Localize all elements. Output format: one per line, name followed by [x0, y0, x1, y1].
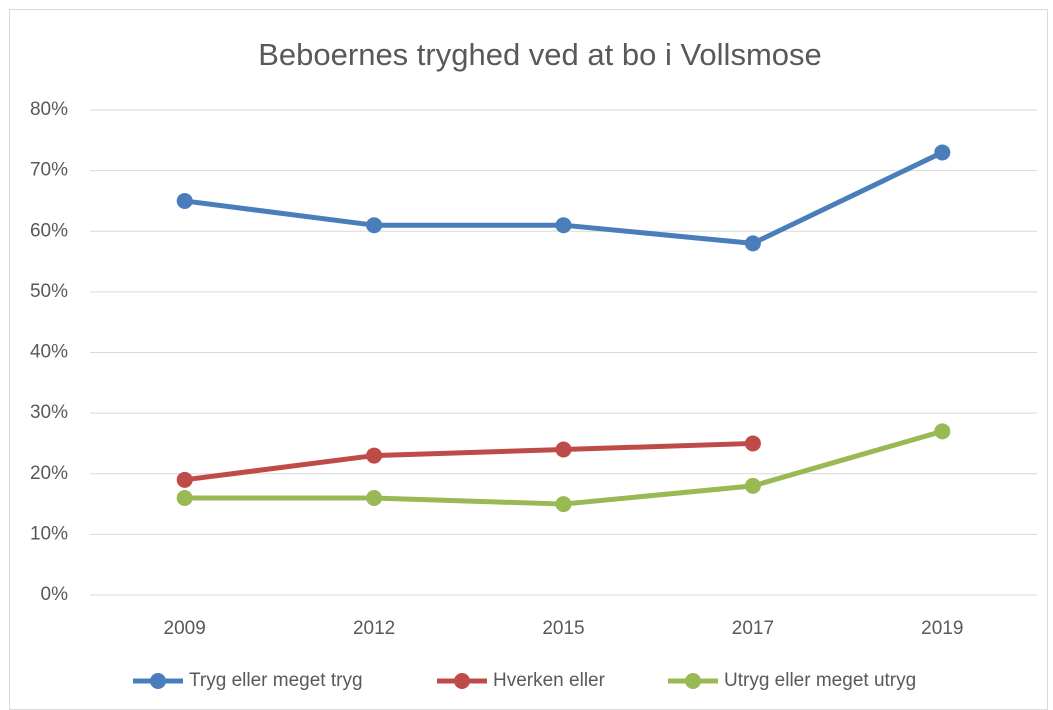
data-point — [744, 477, 761, 494]
y-tick-label: 60% — [30, 220, 68, 241]
data-point — [366, 447, 383, 464]
x-tick-label: 2015 — [542, 618, 584, 639]
chart-title: Beboernes tryghed ved at bo i Vollsmose — [258, 37, 822, 72]
legend-marker — [150, 673, 166, 689]
x-tick-label: 2012 — [353, 618, 395, 639]
y-tick-label: 40% — [30, 342, 68, 363]
chart-border — [9, 9, 1048, 710]
legend-marker — [685, 673, 701, 689]
x-tick-label: 2017 — [732, 618, 774, 639]
y-tick-label: 50% — [30, 281, 68, 302]
series-line — [184, 440, 753, 483]
data-point — [934, 423, 951, 440]
data-point — [555, 441, 572, 458]
legend-label: Utryg eller meget utryg — [724, 670, 916, 691]
data-point — [744, 235, 761, 252]
y-tick-label: 30% — [30, 402, 68, 423]
x-tick-label: 2009 — [164, 618, 206, 639]
data-point — [744, 435, 761, 452]
y-tick-label: 80% — [30, 99, 68, 120]
data-point — [176, 471, 193, 488]
legend-label: Tryg eller meget tryg — [189, 670, 363, 691]
legend-label: Hverken eller — [493, 670, 606, 691]
y-tick-label: 10% — [30, 523, 68, 544]
data-point — [934, 144, 951, 161]
data-point — [176, 192, 193, 209]
data-point — [555, 217, 572, 234]
legend-marker — [454, 673, 470, 689]
data-point — [366, 490, 383, 506]
data-point — [176, 490, 193, 506]
data-point — [366, 217, 383, 234]
y-tick-label: 70% — [30, 160, 68, 181]
data-point — [555, 496, 572, 513]
x-tick-label: 2019 — [921, 618, 963, 639]
y-tick-label: 20% — [30, 463, 68, 484]
y-tick-label: 0% — [41, 584, 69, 605]
